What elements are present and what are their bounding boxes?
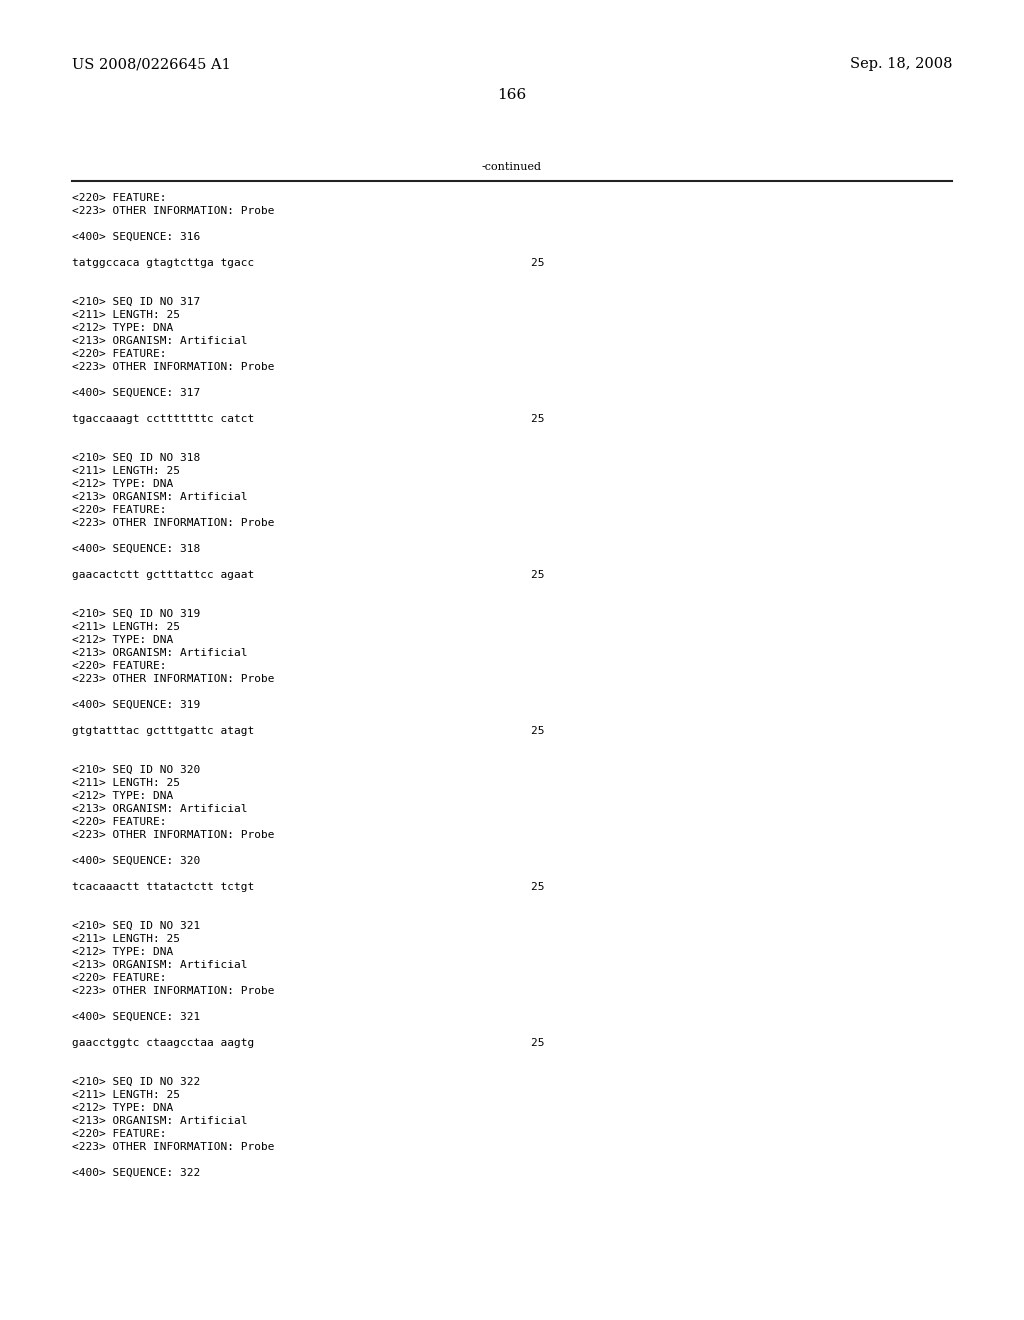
Text: <212> TYPE: DNA: <212> TYPE: DNA <box>72 635 173 645</box>
Text: <211> LENGTH: 25: <211> LENGTH: 25 <box>72 622 180 632</box>
Text: <223> OTHER INFORMATION: Probe: <223> OTHER INFORMATION: Probe <box>72 1142 274 1152</box>
Text: <213> ORGANISM: Artificial: <213> ORGANISM: Artificial <box>72 804 248 814</box>
Text: <400> SEQUENCE: 322: <400> SEQUENCE: 322 <box>72 1168 201 1177</box>
Text: <223> OTHER INFORMATION: Probe: <223> OTHER INFORMATION: Probe <box>72 986 274 997</box>
Text: <212> TYPE: DNA: <212> TYPE: DNA <box>72 1104 173 1113</box>
Text: <212> TYPE: DNA: <212> TYPE: DNA <box>72 791 173 801</box>
Text: <400> SEQUENCE: 319: <400> SEQUENCE: 319 <box>72 700 201 710</box>
Text: <400> SEQUENCE: 317: <400> SEQUENCE: 317 <box>72 388 201 399</box>
Text: 166: 166 <box>498 88 526 102</box>
Text: <220> FEATURE:: <220> FEATURE: <box>72 193 167 203</box>
Text: gaacactctt gctttattcc agaat                                         25: gaacactctt gctttattcc agaat 25 <box>72 570 545 579</box>
Text: <223> OTHER INFORMATION: Probe: <223> OTHER INFORMATION: Probe <box>72 362 274 372</box>
Text: <400> SEQUENCE: 321: <400> SEQUENCE: 321 <box>72 1012 201 1022</box>
Text: Sep. 18, 2008: Sep. 18, 2008 <box>850 57 952 71</box>
Text: <220> FEATURE:: <220> FEATURE: <box>72 973 167 983</box>
Text: <213> ORGANISM: Artificial: <213> ORGANISM: Artificial <box>72 337 248 346</box>
Text: <220> FEATURE:: <220> FEATURE: <box>72 661 167 671</box>
Text: tcacaaactt ttatactctt tctgt                                         25: tcacaaactt ttatactctt tctgt 25 <box>72 882 545 892</box>
Text: gtgtatttac gctttgattc atagt                                         25: gtgtatttac gctttgattc atagt 25 <box>72 726 545 737</box>
Text: <212> TYPE: DNA: <212> TYPE: DNA <box>72 323 173 333</box>
Text: <220> FEATURE:: <220> FEATURE: <box>72 506 167 515</box>
Text: <220> FEATURE:: <220> FEATURE: <box>72 348 167 359</box>
Text: <400> SEQUENCE: 316: <400> SEQUENCE: 316 <box>72 232 201 242</box>
Text: <211> LENGTH: 25: <211> LENGTH: 25 <box>72 466 180 477</box>
Text: <223> OTHER INFORMATION: Probe: <223> OTHER INFORMATION: Probe <box>72 206 274 216</box>
Text: <210> SEQ ID NO 317: <210> SEQ ID NO 317 <box>72 297 201 308</box>
Text: <210> SEQ ID NO 322: <210> SEQ ID NO 322 <box>72 1077 201 1086</box>
Text: <213> ORGANISM: Artificial: <213> ORGANISM: Artificial <box>72 648 248 657</box>
Text: <223> OTHER INFORMATION: Probe: <223> OTHER INFORMATION: Probe <box>72 517 274 528</box>
Text: tgaccaaagt cctttttttc catct                                         25: tgaccaaagt cctttttttc catct 25 <box>72 414 545 424</box>
Text: <210> SEQ ID NO 320: <210> SEQ ID NO 320 <box>72 766 201 775</box>
Text: <210> SEQ ID NO 318: <210> SEQ ID NO 318 <box>72 453 201 463</box>
Text: <211> LENGTH: 25: <211> LENGTH: 25 <box>72 935 180 944</box>
Text: gaacctggtc ctaagcctaa aagtg                                         25: gaacctggtc ctaagcctaa aagtg 25 <box>72 1038 545 1048</box>
Text: <400> SEQUENCE: 320: <400> SEQUENCE: 320 <box>72 855 201 866</box>
Text: <210> SEQ ID NO 321: <210> SEQ ID NO 321 <box>72 921 201 931</box>
Text: <210> SEQ ID NO 319: <210> SEQ ID NO 319 <box>72 609 201 619</box>
Text: <211> LENGTH: 25: <211> LENGTH: 25 <box>72 1090 180 1100</box>
Text: <223> OTHER INFORMATION: Probe: <223> OTHER INFORMATION: Probe <box>72 675 274 684</box>
Text: <220> FEATURE:: <220> FEATURE: <box>72 1129 167 1139</box>
Text: <400> SEQUENCE: 318: <400> SEQUENCE: 318 <box>72 544 201 554</box>
Text: US 2008/0226645 A1: US 2008/0226645 A1 <box>72 57 230 71</box>
Text: <220> FEATURE:: <220> FEATURE: <box>72 817 167 828</box>
Text: <213> ORGANISM: Artificial: <213> ORGANISM: Artificial <box>72 1115 248 1126</box>
Text: -continued: -continued <box>482 162 542 172</box>
Text: <223> OTHER INFORMATION: Probe: <223> OTHER INFORMATION: Probe <box>72 830 274 840</box>
Text: tatggccaca gtagtcttga tgacc                                         25: tatggccaca gtagtcttga tgacc 25 <box>72 257 545 268</box>
Text: <213> ORGANISM: Artificial: <213> ORGANISM: Artificial <box>72 960 248 970</box>
Text: <212> TYPE: DNA: <212> TYPE: DNA <box>72 946 173 957</box>
Text: <211> LENGTH: 25: <211> LENGTH: 25 <box>72 777 180 788</box>
Text: <211> LENGTH: 25: <211> LENGTH: 25 <box>72 310 180 319</box>
Text: <212> TYPE: DNA: <212> TYPE: DNA <box>72 479 173 488</box>
Text: <213> ORGANISM: Artificial: <213> ORGANISM: Artificial <box>72 492 248 502</box>
